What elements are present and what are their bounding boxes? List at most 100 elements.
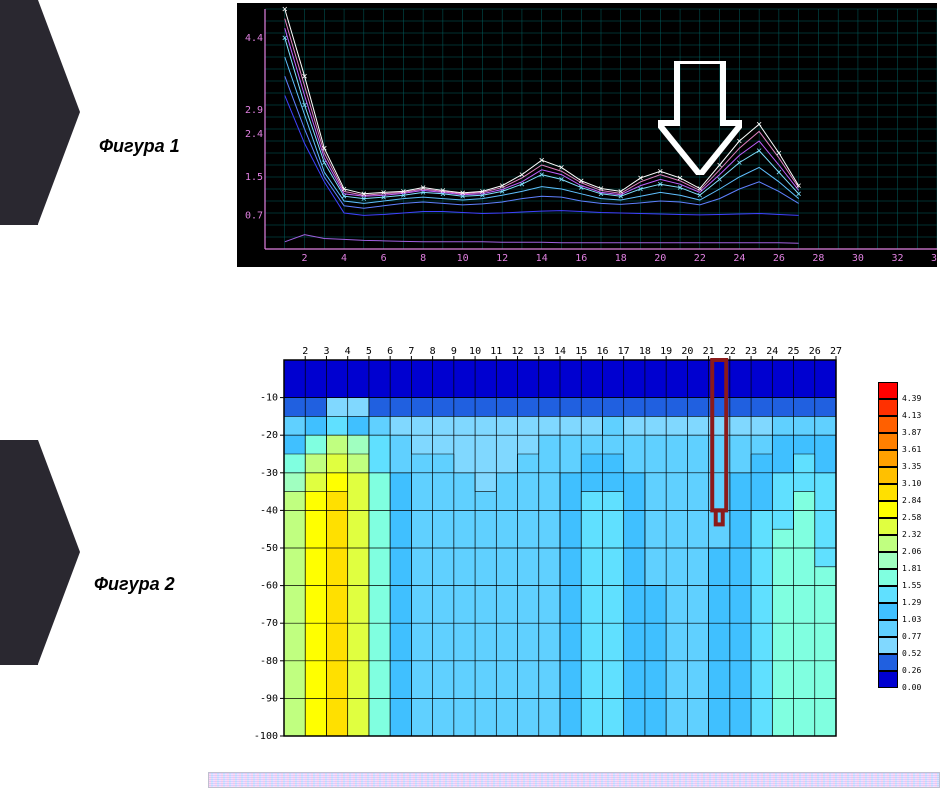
- legend-swatch: [878, 552, 898, 569]
- legend-swatch: [878, 433, 898, 450]
- svg-text:34: 34: [931, 253, 937, 264]
- svg-text:23: 23: [745, 346, 757, 357]
- svg-text:-10: -10: [260, 393, 278, 404]
- figure1-arrow-annotation: [658, 61, 742, 175]
- svg-text:19: 19: [660, 346, 672, 357]
- svg-text:3: 3: [323, 346, 329, 357]
- figure2-label: Фигура 2: [94, 574, 175, 595]
- svg-text:30: 30: [852, 253, 864, 264]
- legend-swatch: [878, 450, 898, 467]
- svg-text:4: 4: [341, 253, 347, 264]
- legend-swatch: [878, 620, 898, 637]
- svg-text:24: 24: [766, 346, 778, 357]
- legend-swatch: [878, 569, 898, 586]
- legend-value: 4.13: [902, 411, 921, 420]
- svg-text:21: 21: [703, 346, 715, 357]
- legend-value: 1.81: [902, 564, 921, 573]
- legend-swatch: [878, 535, 898, 552]
- legend-value: 2.58: [902, 513, 921, 522]
- svg-text:6: 6: [381, 253, 387, 264]
- svg-text:12: 12: [496, 253, 508, 264]
- svg-text:5: 5: [366, 346, 372, 357]
- legend-swatch: [878, 671, 898, 688]
- legend-value: 1.03: [902, 615, 921, 624]
- svg-text:2.9: 2.9: [245, 105, 263, 116]
- svg-text:11: 11: [490, 346, 502, 357]
- svg-text:7: 7: [408, 346, 414, 357]
- svg-text:14: 14: [554, 346, 566, 357]
- decorative-strip: [208, 772, 940, 788]
- svg-text:28: 28: [812, 253, 824, 264]
- svg-text:1.5: 1.5: [245, 172, 263, 183]
- legend-value: 3.87: [902, 428, 921, 437]
- svg-text:-80: -80: [260, 656, 278, 667]
- pointer-shape-1: [0, 0, 80, 225]
- legend-swatch: [878, 603, 898, 620]
- svg-text:4: 4: [345, 346, 351, 357]
- svg-text:8: 8: [430, 346, 436, 357]
- legend-value: 0.77: [902, 632, 921, 641]
- legend-value: 0.26: [902, 666, 921, 675]
- legend-swatch: [878, 501, 898, 518]
- svg-text:22: 22: [694, 253, 706, 264]
- legend-swatch: [878, 586, 898, 603]
- figure1-label: Фигура 1: [99, 136, 180, 157]
- svg-text:-20: -20: [260, 430, 278, 441]
- legend-value: 4.39: [902, 394, 921, 403]
- svg-text:18: 18: [615, 253, 627, 264]
- svg-text:16: 16: [575, 253, 587, 264]
- legend-value: 2.06: [902, 547, 921, 556]
- svg-text:26: 26: [773, 253, 785, 264]
- svg-text:18: 18: [639, 346, 651, 357]
- svg-text:24: 24: [733, 253, 745, 264]
- svg-text:16: 16: [596, 346, 608, 357]
- svg-text:14: 14: [536, 253, 548, 264]
- legend-value: 1.55: [902, 581, 921, 590]
- svg-text:0.7: 0.7: [245, 210, 263, 221]
- svg-text:12: 12: [512, 346, 524, 357]
- legend-swatch: [878, 637, 898, 654]
- svg-text:20: 20: [681, 346, 693, 357]
- legend-swatch: [878, 518, 898, 535]
- svg-text:27: 27: [830, 346, 842, 357]
- legend-swatch: [878, 416, 898, 433]
- svg-text:2: 2: [302, 346, 308, 357]
- svg-text:-90: -90: [260, 693, 278, 704]
- svg-text:-70: -70: [260, 618, 278, 629]
- legend-value: 0.52: [902, 649, 921, 658]
- legend-swatch: [878, 467, 898, 484]
- legend-value: 2.84: [902, 496, 921, 505]
- svg-text:10: 10: [469, 346, 481, 357]
- svg-text:25: 25: [788, 346, 800, 357]
- figure1-chart: 2468101214161820222426283032340.71.52.42…: [234, 0, 940, 270]
- legend-value: 3.35: [902, 462, 921, 471]
- svg-text:20: 20: [654, 253, 666, 264]
- svg-text:-40: -40: [260, 505, 278, 516]
- svg-text:8: 8: [420, 253, 426, 264]
- svg-text:-30: -30: [260, 468, 278, 479]
- svg-text:15: 15: [575, 346, 587, 357]
- legend-value: 2.32: [902, 530, 921, 539]
- svg-text:32: 32: [891, 253, 903, 264]
- svg-text:9: 9: [451, 346, 457, 357]
- legend-value: 1.29: [902, 598, 921, 607]
- svg-text:17: 17: [618, 346, 630, 357]
- svg-text:-100: -100: [254, 731, 278, 742]
- svg-text:-60: -60: [260, 581, 278, 592]
- legend-swatch: [878, 484, 898, 501]
- svg-text:4.4: 4.4: [245, 33, 263, 44]
- pointer-shape-2: [0, 440, 80, 665]
- legend-value: 3.61: [902, 445, 921, 454]
- legend-swatch: [878, 654, 898, 671]
- svg-text:13: 13: [533, 346, 545, 357]
- svg-text:26: 26: [809, 346, 821, 357]
- figure2-chart: 2345678910111213141516171819202122232425…: [230, 342, 940, 762]
- svg-text:2.4: 2.4: [245, 129, 263, 140]
- figure2-colorbar: 4.39 4.13 3.87 3.61 3.35 3.10 2.84 2.58 2.32 2.06…: [878, 382, 938, 692]
- legend-value: 0.00: [902, 683, 921, 692]
- svg-text:6: 6: [387, 346, 393, 357]
- legend-swatch: [878, 399, 898, 416]
- legend-value: 3.10: [902, 479, 921, 488]
- legend-swatch: [878, 382, 898, 399]
- svg-text:10: 10: [457, 253, 469, 264]
